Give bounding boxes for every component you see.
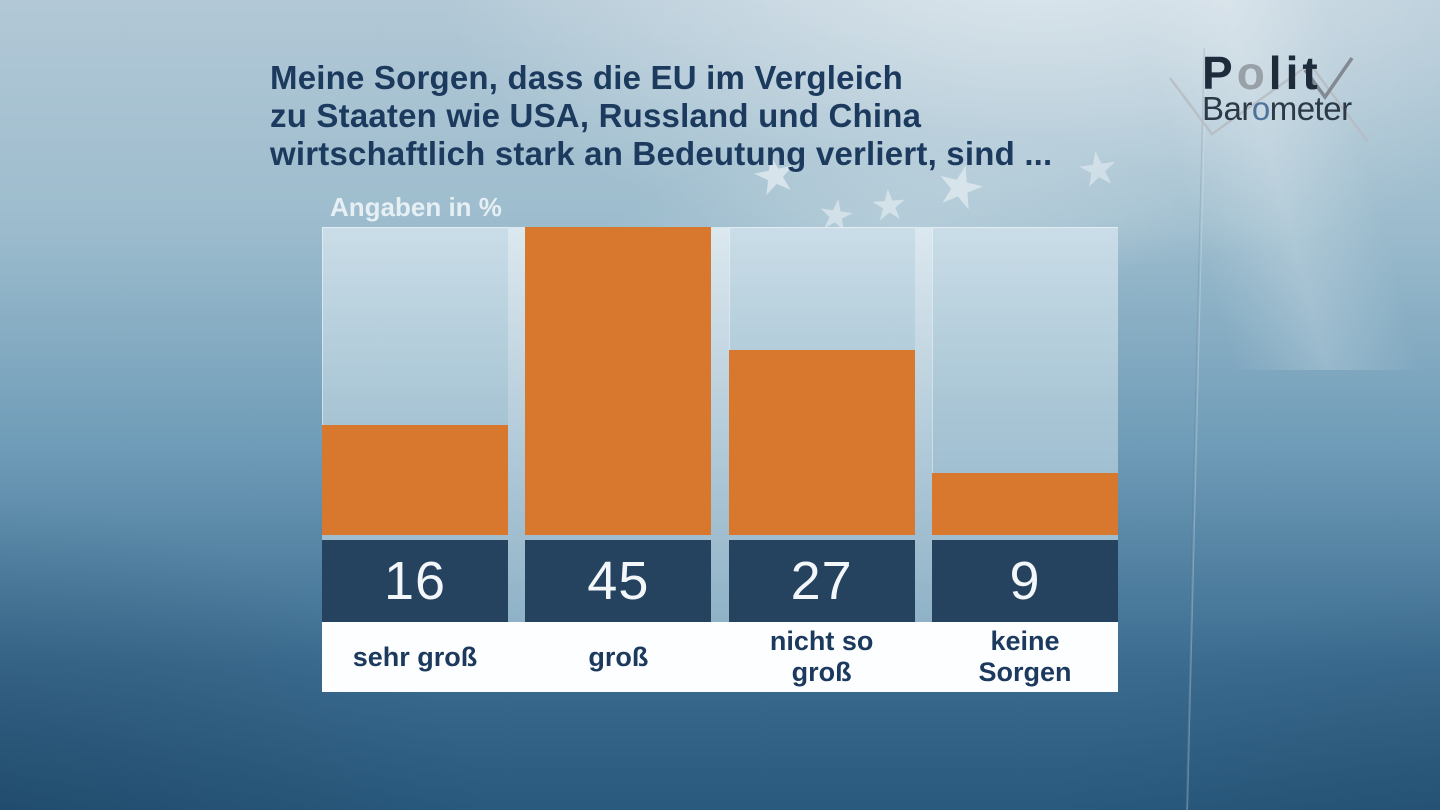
category-label-strip: sehr groß groß nicht so groß keine Sorgen bbox=[322, 622, 1118, 692]
unit-label: Angaben in % bbox=[330, 192, 502, 222]
category-label-line: sehr groß bbox=[352, 641, 478, 672]
category-label: keine Sorgen bbox=[932, 622, 1118, 692]
logo-letter-group: meter bbox=[1269, 90, 1352, 127]
category-label-line: groß bbox=[791, 657, 852, 687]
logo-letter-group: P bbox=[1202, 47, 1237, 99]
value-box: 45 bbox=[525, 540, 712, 622]
bar-track bbox=[525, 227, 712, 535]
category-label-line: keine bbox=[990, 626, 1060, 656]
value-label: 27 bbox=[790, 551, 853, 611]
category-label: sehr groß bbox=[322, 622, 508, 692]
bar-column: 16 bbox=[322, 227, 508, 622]
bar-column: 27 bbox=[728, 227, 915, 622]
value-box: 16 bbox=[322, 540, 508, 622]
category-label-line: nicht so bbox=[769, 626, 874, 656]
logo-text-polit: Polit bbox=[1202, 50, 1322, 96]
question-title-line: zu Staaten wie USA, Russland und China bbox=[270, 97, 922, 134]
flag-sheen-highlight bbox=[1090, 0, 1440, 370]
logo-letter-group: o bbox=[1251, 90, 1270, 127]
bar bbox=[322, 425, 508, 535]
category-label-line: groß bbox=[588, 641, 649, 672]
bar-column: 9 bbox=[931, 227, 1118, 622]
question-title-line: Meine Sorgen, dass die EU im Vergleich bbox=[270, 59, 903, 96]
logo-letter-group: lit bbox=[1268, 47, 1322, 99]
bar-track bbox=[322, 227, 508, 535]
bar-columns: 16 45 27 9 bbox=[322, 227, 1118, 622]
bar-column: 45 bbox=[525, 227, 712, 622]
question-title-line: wirtschaftlich stark an Bedeutung verlie… bbox=[270, 135, 1053, 172]
value-box: 27 bbox=[728, 540, 915, 622]
bar-track bbox=[931, 227, 1118, 535]
bar-chart: 16 45 27 9 sehr groß groß nicht so groß keine So… bbox=[322, 227, 1118, 692]
logo-zigzag-icon bbox=[1169, 57, 1370, 143]
logo-trendline-icon bbox=[1169, 62, 1370, 143]
politbarometer-logo: Polit Barometer bbox=[1150, 38, 1440, 163]
value-label: 45 bbox=[587, 551, 650, 611]
question-title: Meine Sorgen, dass die EU im Vergleich z… bbox=[270, 59, 1052, 173]
value-label: 16 bbox=[383, 551, 447, 611]
bar-track bbox=[728, 227, 915, 535]
value-box: 9 bbox=[931, 540, 1118, 622]
bar bbox=[931, 473, 1118, 535]
bar bbox=[525, 227, 712, 535]
category-label: nicht so groß bbox=[729, 622, 915, 692]
logo-text-barometer: Barometer bbox=[1202, 92, 1352, 125]
bar bbox=[728, 350, 915, 535]
category-label-line: Sorgen bbox=[978, 657, 1072, 687]
logo-letter-group: Bar bbox=[1202, 90, 1252, 127]
value-label: 9 bbox=[1009, 551, 1041, 611]
logo-checkmark-icon bbox=[1303, 57, 1354, 101]
category-label: groß bbox=[525, 622, 711, 692]
logo-letter-group: o bbox=[1236, 47, 1269, 99]
